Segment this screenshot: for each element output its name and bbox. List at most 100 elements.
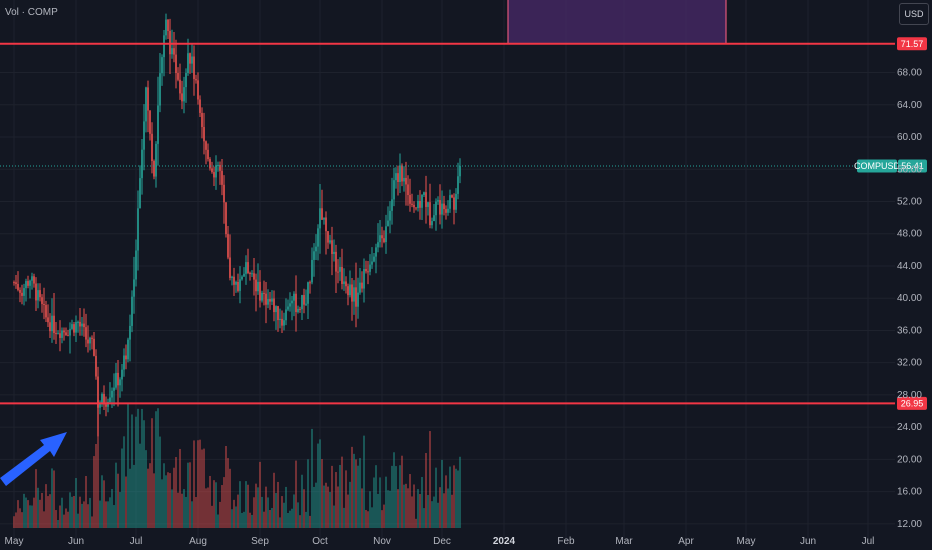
candle-body [131,296,133,326]
target-zone[interactable] [507,0,727,45]
volume-bar [393,452,395,528]
candle-body [155,143,157,177]
volume-bar [281,496,283,528]
candle-body [325,217,327,232]
candle-body [85,327,87,340]
zone-rect[interactable] [507,0,727,45]
volume-bar [253,497,255,528]
candle-body [437,200,439,202]
volume-bar [83,501,85,528]
horizontal-levels[interactable]: 71.57 26.95 [0,37,927,410]
y-tick-label: 68.00 [897,68,922,79]
x-tick-label: Apr [678,536,694,547]
volume-bar [373,477,375,528]
volume-bar [13,516,15,528]
candle-body [59,333,61,338]
volume-bar [195,497,197,528]
candle-body [247,262,249,274]
volume-bar [327,486,329,528]
candle-body [13,282,15,284]
price-axis[interactable]: 12.00 16.00 20.00 24.00 28.00 32.00 36.00 40.00… [897,68,922,530]
candle-body [21,292,23,296]
candle-body [407,184,409,196]
volume-bar [377,493,379,528]
volume-bar [57,519,59,528]
candle-body [417,201,419,209]
candle-body [237,281,239,291]
candle-body [33,276,35,284]
candle-body [79,321,81,327]
volume-bar [231,509,233,528]
level-badge [897,396,927,410]
candle-body [301,295,303,310]
volume-bar [151,418,153,528]
candle-body [139,178,141,209]
volume-bar [341,456,343,528]
volume-bar [353,453,355,528]
candle-body [103,393,105,405]
volume-bar [299,515,301,528]
volume-bar [319,439,321,528]
candle-body [271,298,273,302]
volume-bar [443,493,445,528]
volume-bar [261,496,263,528]
candle-body [405,177,407,185]
candle-body [77,321,79,323]
volume-bar [215,482,217,528]
candle-body [175,54,177,74]
candle-body [55,333,57,335]
volume-bar [321,459,323,528]
candle-body [419,201,421,208]
volume-bar [263,511,265,528]
arrow-annotation[interactable] [0,432,67,486]
volume-bar [273,472,275,528]
candle-body [331,240,333,254]
volume-bar [455,468,457,528]
candle-body [119,379,121,386]
candle-body [251,273,253,275]
volume-bar [173,467,175,528]
candle-body [205,141,207,150]
volume-bar [189,462,191,528]
candle-body [219,165,221,171]
volume-bar [155,411,157,528]
candle-body [83,323,85,328]
y-tick-label: 16.00 [897,487,922,498]
volume-bar [113,505,115,528]
candle-body [451,195,453,198]
volume-bar [19,508,21,528]
volume-bar [205,488,207,528]
candle-body [41,297,43,304]
volume-bar [289,510,291,528]
volume-bar [147,468,149,528]
volume-bar [283,502,285,528]
volume-bar [221,485,223,528]
candle-body [37,290,39,301]
candle-body [167,19,169,31]
candle-body [381,235,383,239]
time-axis[interactable]: May Jun Jul Aug Sep Oct Nov Dec 2024 Feb Mar Apr May… [5,536,875,547]
candle-body [223,184,225,203]
volume-bar [349,481,351,528]
volume-bar [259,461,261,528]
candle-body [259,281,261,301]
x-tick-label: Jun [800,536,816,547]
candle-body [71,324,73,329]
candle-body [339,266,341,272]
candle-body [263,292,265,294]
candle-body [445,209,447,213]
candle-body [433,215,435,222]
volume-bar [203,448,205,528]
arrow-icon [0,432,67,486]
candle-body [289,303,291,307]
volume-bar [49,494,51,528]
candle-body [23,288,25,296]
currency-button[interactable]: USD [899,3,929,25]
candle-body [149,110,151,134]
candle-body [225,202,227,235]
volume-bar [335,472,337,528]
candle-body [115,372,117,388]
candle-body [447,208,449,213]
candle-body [229,257,231,278]
